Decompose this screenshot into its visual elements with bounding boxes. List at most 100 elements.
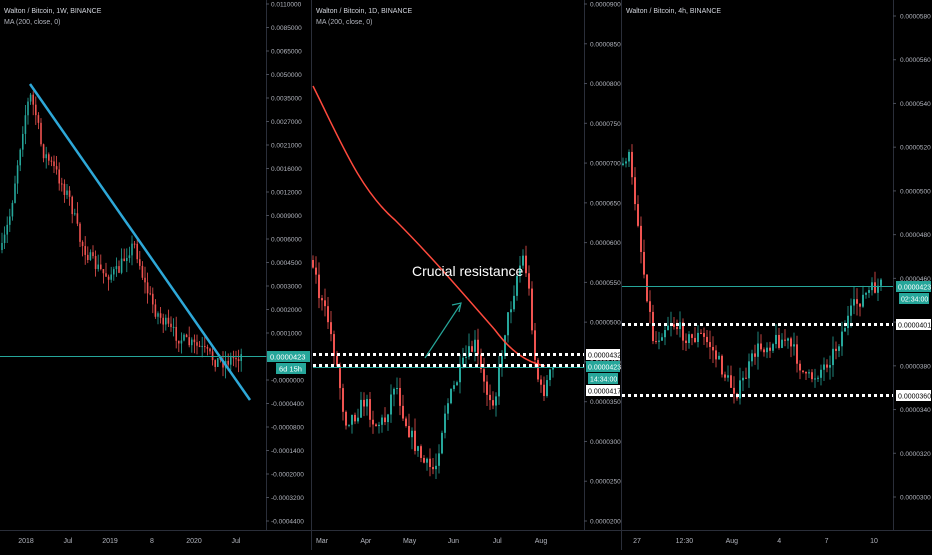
candle-body [775, 334, 777, 345]
y-tick-label: 0.0000380 [900, 363, 931, 370]
x-tick-label: Aug [726, 538, 739, 545]
candle-body [167, 317, 170, 324]
candle-body [3, 234, 6, 244]
y-tick-label: 0.0000580 [900, 14, 931, 21]
y-tick-label: 0.0000300 [590, 439, 621, 446]
candle-body [805, 371, 807, 374]
candle-body [165, 317, 167, 325]
candle-body [519, 265, 521, 276]
candle-body [700, 332, 702, 334]
candle-body [375, 424, 377, 427]
candle-body [58, 169, 60, 184]
p3-candles [622, 144, 882, 405]
x-tick-label: 7 [825, 538, 829, 545]
candle-body [766, 347, 768, 353]
candle-body [754, 353, 756, 357]
candle-body [628, 151, 630, 162]
x-tick-label: 12:30 [676, 538, 694, 545]
candle-body [390, 394, 392, 415]
candle-body [856, 299, 858, 304]
y-tick-label: 0.0027000 [271, 119, 302, 126]
candle-body [42, 144, 45, 159]
candle-body [1, 243, 3, 250]
candle-body [757, 343, 759, 357]
candle-body [850, 305, 852, 316]
candle-body [154, 304, 157, 317]
x-tick-label: Jul [64, 538, 73, 545]
candle-body [841, 331, 843, 347]
candle-body [118, 266, 120, 273]
candle-body [522, 255, 524, 266]
candle-body [679, 322, 681, 330]
candle-body [652, 311, 654, 342]
p1-countdown-text: 6d 15h [279, 365, 302, 374]
candle-body [209, 348, 211, 352]
candle-body [55, 166, 58, 170]
candle-body [22, 133, 24, 150]
x-tick-label: 2018 [18, 538, 34, 545]
candle-body [183, 334, 185, 341]
y-tick-label: 0.0002000 [271, 307, 302, 314]
p2-ma-line [312, 85, 546, 367]
candle-body [381, 417, 383, 425]
candle-body [102, 269, 105, 274]
candle-body [838, 346, 840, 351]
candle-body [196, 342, 198, 346]
candle-body [712, 346, 714, 351]
p2-countdown-badge [588, 373, 618, 384]
p2-annotation[interactable]: Crucial resistance [412, 263, 523, 279]
x-tick-label: Jun [448, 538, 459, 545]
y-tick-label: 0.0000550 [590, 280, 621, 287]
candle-body [510, 309, 512, 313]
p3-level-lower-badge [896, 390, 931, 401]
x-tick-label: Aug [535, 538, 548, 545]
candle-body [874, 282, 876, 293]
candle-body [781, 339, 783, 348]
candle-body [342, 388, 344, 412]
candle-body [739, 380, 741, 399]
candle-body [50, 160, 53, 162]
candle-body [414, 430, 416, 451]
candle-body [649, 301, 651, 312]
candle-body [162, 317, 164, 325]
candle-body [688, 334, 690, 344]
y-tick-label: 0.0000480 [900, 232, 931, 239]
y-tick-label: 0.0000700 [590, 161, 621, 168]
y-tick-label: 0.0009000 [271, 213, 302, 220]
candle-body [835, 348, 837, 351]
p1-candles [1, 91, 242, 379]
candle-body [100, 264, 102, 270]
candle-body [456, 382, 458, 386]
candle-body [528, 273, 530, 289]
candle-body [61, 183, 63, 185]
candle-body [89, 252, 92, 261]
candle-body [513, 295, 515, 310]
candle-body [459, 364, 461, 383]
y-tick-label: 0.0012000 [271, 190, 302, 197]
candle-body [66, 190, 68, 195]
candle-body [799, 363, 801, 371]
candle-body [188, 337, 190, 346]
y-tick-label: 0.0000500 [900, 188, 931, 195]
p1-last-price-text: 0.0000423 [270, 353, 305, 362]
candle-body [217, 357, 219, 367]
candle-body [525, 255, 527, 274]
y-tick-label: -0.0002000 [271, 472, 304, 479]
candle-body [634, 177, 636, 205]
candle-body [378, 424, 380, 427]
y-tick-label: 0.0000540 [900, 101, 931, 108]
p2-level-upper-badge [586, 349, 620, 360]
candle-body [793, 344, 795, 347]
y-tick-label: 0.0000520 [900, 145, 931, 152]
p1-trendline[interactable] [28, 83, 252, 401]
candle-body [170, 323, 172, 328]
candle-body [230, 357, 232, 365]
p2-title: Walton / Bitcoin, 1D, BINANCE [316, 8, 413, 15]
candle-body [35, 104, 37, 116]
y-tick-label: 0.0035000 [271, 96, 302, 103]
candle-body [640, 225, 642, 252]
p2-arrow-line[interactable] [424, 304, 461, 359]
candle-body [214, 360, 216, 367]
candle-body [175, 326, 177, 341]
